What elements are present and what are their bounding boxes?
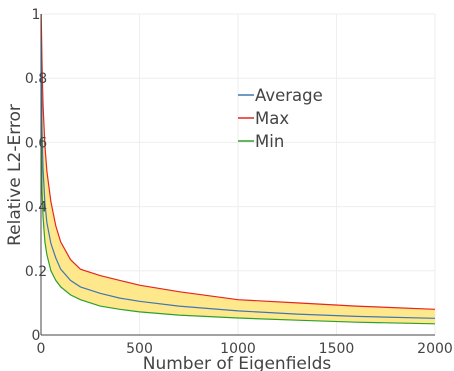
legend-label-min: Min — [255, 132, 284, 151]
x-tick-label: 2000 — [417, 341, 453, 357]
legend: Average Max Min — [238, 86, 323, 151]
y-tick-label: 1 — [32, 7, 41, 23]
y-tick-label: 0.4 — [25, 200, 47, 216]
legend-label-max: Max — [255, 109, 289, 128]
y-tick-label: 0.2 — [25, 264, 47, 280]
y-axis-title: Relative L2-Error — [5, 104, 25, 246]
x-axis-title: Number of Eigenfields — [143, 354, 332, 371]
y-tick-label: 0 — [32, 328, 41, 344]
y-tick-label: 0.8 — [25, 71, 47, 87]
y-tick-label: 0.6 — [25, 135, 47, 151]
legend-label-average: Average — [255, 86, 323, 105]
